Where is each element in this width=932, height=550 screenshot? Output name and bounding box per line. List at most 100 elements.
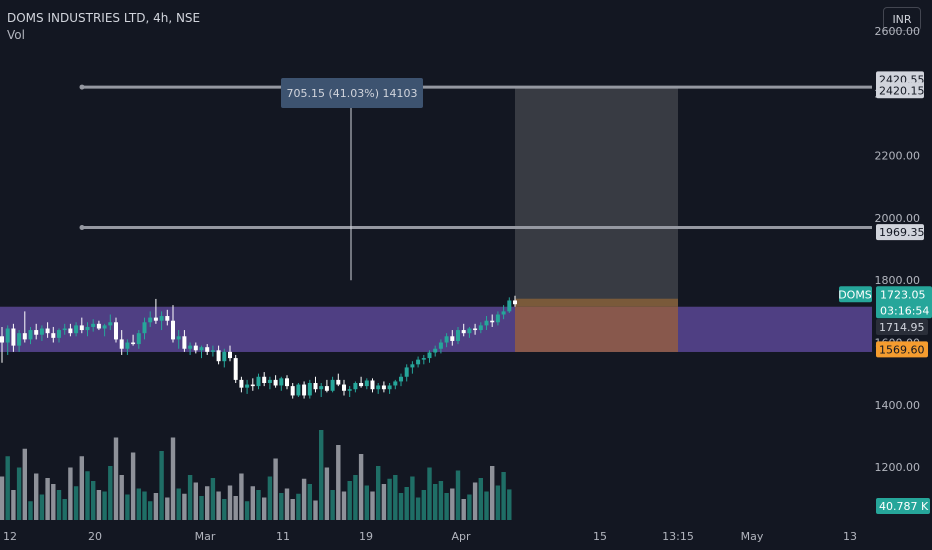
volume-bar: [461, 499, 466, 520]
y-tick-label: 2600.00: [875, 25, 921, 38]
candle-body: [501, 311, 506, 315]
candle-body: [108, 322, 113, 326]
candle-body: [153, 317, 158, 321]
candle-body: [490, 320, 495, 323]
volume-bar: [450, 488, 455, 520]
candle-body: [495, 314, 500, 323]
candle-body: [96, 323, 101, 329]
candle-body: [125, 342, 130, 349]
candle-body: [359, 382, 364, 387]
x-tick-label: 13:15: [662, 530, 694, 543]
candle-body: [307, 382, 312, 396]
candle-body: [381, 385, 386, 390]
volume-bar: [256, 490, 261, 520]
candle-body: [102, 325, 107, 329]
measure-label-text: 705.15 (41.03%) 14103: [286, 87, 417, 100]
chart-title: DOMS INDUSTRIES LTD, 4h, NSE: [7, 11, 201, 25]
volume-bar: [68, 467, 73, 520]
x-tick-label: Mar: [195, 530, 216, 543]
candle-body: [302, 384, 307, 396]
volume-bar: [467, 494, 472, 520]
y-tick-label: 1200.00: [875, 461, 921, 474]
candle-body: [85, 326, 90, 331]
candle-body: [364, 380, 369, 387]
candle-body: [319, 386, 324, 390]
indicator-label[interactable]: Vol: [7, 28, 25, 42]
volume-bar: [102, 491, 107, 520]
upper-b-label: 2420.15: [879, 84, 925, 97]
volume-bar: [56, 490, 62, 520]
volume-bar: [85, 471, 90, 520]
volume-bar: [159, 451, 164, 520]
volume-bar: [91, 481, 96, 520]
candle-body: [444, 336, 449, 343]
candle-body: [22, 333, 27, 340]
candle-body: [11, 328, 16, 346]
orange-label-bg: [876, 341, 928, 358]
candle-body: [34, 330, 39, 335]
volume-bar: [148, 501, 153, 520]
volume-bar: [244, 501, 250, 520]
candle-body: [250, 384, 255, 387]
candle-body: [279, 378, 284, 386]
volume-bar: [301, 478, 307, 520]
candle-body: [222, 351, 227, 362]
candle-body: [399, 376, 403, 382]
entry-strip: [515, 298, 678, 307]
volume-bar: [187, 475, 193, 520]
candle-body: [205, 347, 210, 352]
candle-body: [142, 322, 147, 334]
chart-header: DOMS INDUSTRIES LTD, 4h, NSE Vol: [7, 10, 200, 44]
candle-body: [28, 330, 33, 340]
level-label-bg: [876, 318, 928, 335]
candle-body: [461, 330, 466, 334]
volume-bar: [324, 467, 330, 520]
candle-body: [199, 347, 204, 351]
candle-body: [433, 348, 438, 353]
candle-body: [216, 350, 221, 362]
candle-body: [370, 380, 375, 390]
volume-bar: [222, 499, 227, 520]
volume-bar: [182, 493, 187, 520]
candle-body: [290, 386, 295, 396]
volume-bar: [113, 437, 119, 520]
volume-bar: [199, 496, 204, 520]
candle-body: [91, 323, 96, 327]
candle-body: [410, 364, 415, 368]
highlight-band: [0, 306, 872, 352]
volume-bar: [358, 454, 364, 520]
candle-body: [507, 300, 512, 312]
volume-bar: [455, 470, 461, 520]
volume-bar: [227, 485, 233, 520]
volume-bar: [267, 476, 273, 520]
candle-body: [136, 333, 141, 345]
volume-bar: [501, 472, 506, 520]
candle-body: [478, 325, 483, 331]
candle-body: [296, 384, 301, 396]
y-tick-label: 1400.00: [875, 399, 921, 412]
volume-bar: [210, 478, 216, 520]
volume-bar: [364, 485, 369, 520]
x-tick-label: 12: [3, 530, 17, 543]
candle-body: [467, 328, 472, 334]
currency-button[interactable]: INR: [883, 7, 921, 31]
candle-body: [484, 320, 489, 326]
volume-bars: [0, 430, 512, 520]
volume-label: 40.787 K: [879, 500, 929, 513]
candle-body: [347, 389, 352, 391]
volume-bar: [376, 466, 381, 520]
volume-bar: [336, 445, 341, 520]
x-tick-label: 11: [276, 530, 290, 543]
last-price-bg: [876, 286, 932, 319]
y-tick-label: 2200.00: [875, 150, 921, 163]
volume-bar: [490, 466, 495, 520]
volume-bar: [28, 501, 33, 520]
y-tick-label: 2000.00: [875, 212, 921, 225]
volume-bar: [73, 486, 79, 520]
candle-body: [376, 385, 381, 390]
volume-bar: [284, 488, 290, 520]
candles: [0, 295, 517, 399]
mid-label: 1969.35: [879, 226, 925, 239]
volume-bar: [472, 482, 478, 520]
